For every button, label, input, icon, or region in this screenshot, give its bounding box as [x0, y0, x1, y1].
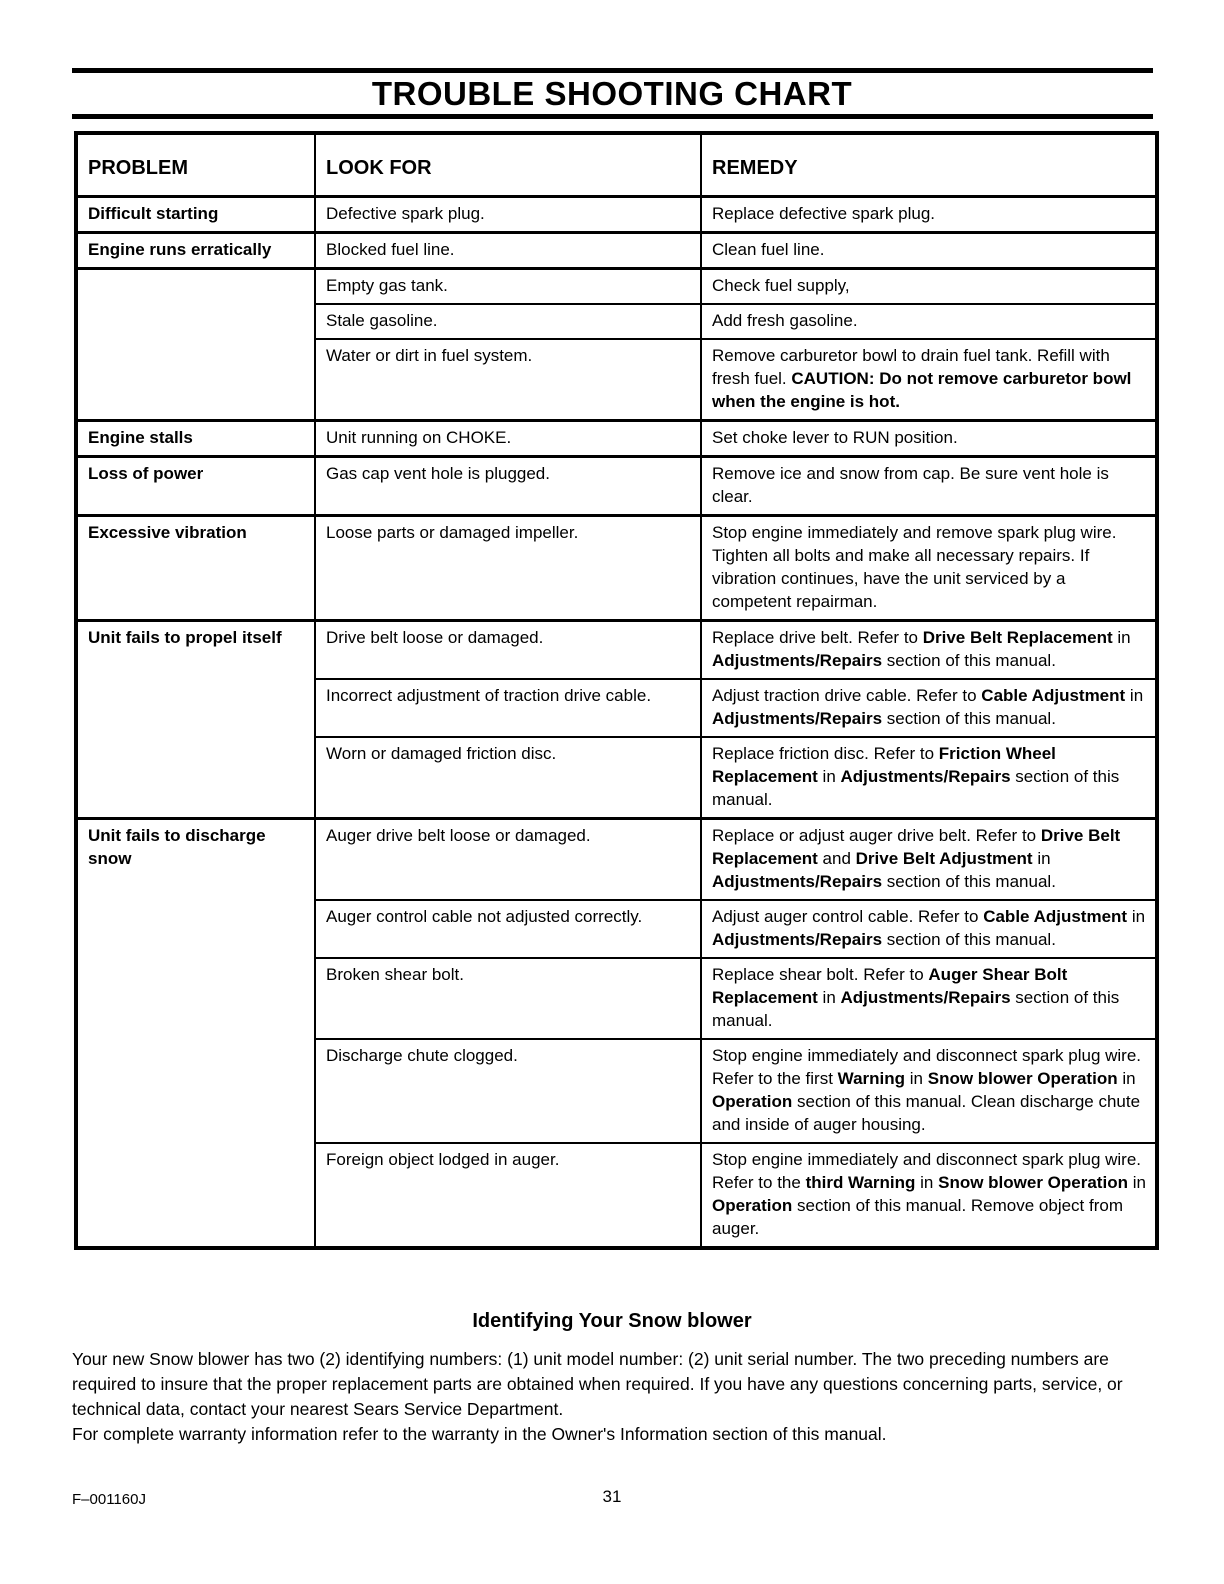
table-row: Difficult starting Defective spark plug. R…: [75, 194, 1158, 233]
remedy-cell: Replace drive belt. Refer to Drive Belt …: [700, 618, 1158, 680]
table-row: Loss of power Gas cap vent hole is plugge…: [75, 454, 1158, 516]
table-row: Foreign object lodged in auger. Stop engi…: [76, 1141, 1158, 1249]
remedy-cell: Replace shear bolt. Refer to Auger Shear…: [700, 956, 1158, 1040]
look-for-cell: Water or dirt in fuel system.: [314, 337, 702, 421]
table-row: Excessive vibration Loose parts or damage…: [75, 513, 1158, 621]
problem-cell: [75, 266, 316, 421]
look-for-cell: Auger drive belt loose or damaged.: [314, 816, 702, 901]
look-for-cell: Foreign object lodged in auger.: [314, 1141, 702, 1249]
table-row: Worn or damaged friction disc. Replace fr…: [76, 735, 1158, 819]
remedy-cell: Adjust traction drive cable. Refer to Ca…: [700, 677, 1158, 738]
problem-cell: Excessive vibration: [75, 513, 316, 621]
table-row: Broken shear bolt. Replace shear bolt. Re…: [76, 956, 1158, 1040]
remedy-cell: Adjust auger control cable. Refer to Cab…: [700, 898, 1158, 959]
look-for-cell: Empty gas tank.: [314, 266, 702, 305]
remedy-cell: Clean fuel line.: [700, 230, 1158, 269]
look-for-cell: Gas cap vent hole is plugged.: [314, 454, 702, 516]
remedy-cell: Replace friction disc. Refer to Friction…: [700, 735, 1158, 819]
remedy-cell: Remove ice and snow from cap. Be sure ve…: [700, 454, 1158, 516]
look-for-cell: Unit running on CHOKE.: [314, 418, 702, 457]
remedy-cell: Check fuel supply,: [700, 266, 1158, 305]
identify-paragraph: Your new Snow blower has two (2) identif…: [72, 1348, 1123, 1419]
table-row: Unit fails to propel itself Drive belt lo…: [75, 618, 1158, 819]
remedy-cell: Stop engine immediately and remove spark…: [700, 513, 1158, 621]
table-row: Engine runs erratically Blocked fuel line…: [75, 230, 1158, 269]
table-row: Incorrect adjustment of traction drive c…: [76, 677, 1158, 738]
remedy-cell: Remove carburetor bowl to drain fuel tan…: [700, 337, 1158, 421]
document-code: F–001160J: [72, 1491, 146, 1508]
look-for-cell: Defective spark plug.: [314, 194, 702, 233]
look-for-cell: Blocked fuel line.: [314, 230, 702, 269]
table-row: Unit fails to discharge snow Auger drive …: [75, 816, 1158, 1249]
table-row: Engine stalls Unit running on CHOKE. Set c…: [75, 418, 1158, 457]
remedy-cell: Stop engine immediately and disconnect s…: [700, 1141, 1158, 1249]
problem-cell: Engine stalls: [75, 418, 316, 457]
title-rule-top: [72, 68, 1153, 73]
column-header-problem: PROBLEM: [75, 132, 316, 198]
troubleshooting-table-body: Difficult starting Defective spark plug. R…: [75, 194, 1158, 1249]
remedy-cell: Set choke lever to RUN position.: [700, 418, 1158, 457]
table-row: Auger control cable not adjusted correct…: [76, 898, 1158, 959]
page-number: 31: [602, 1487, 622, 1506]
problem-cell: Unit fails to discharge snow: [75, 816, 316, 1249]
look-for-cell: Discharge chute clogged.: [314, 1037, 702, 1144]
warranty-line: For complete warranty information refer …: [72, 1423, 887, 1444]
look-for-cell: Drive belt loose or damaged.: [314, 618, 702, 680]
problem-cell: Loss of power: [75, 454, 316, 516]
column-header-look-for: LOOK FOR: [314, 132, 702, 198]
troubleshooting-table: PROBLEM LOOK FOR REMEDY Difficult starti…: [74, 131, 1159, 1250]
look-for-cell: Auger control cable not adjusted correct…: [314, 898, 702, 959]
column-header-remedy: REMEDY: [700, 132, 1158, 198]
table-row: Empty gas tank. Check fuel supply,: [75, 266, 1158, 421]
problem-cell: Difficult starting: [75, 194, 316, 233]
table-row: Water or dirt in fuel system. Remove carb…: [76, 337, 1158, 421]
remedy-cell: Add fresh gasoline.: [700, 302, 1158, 340]
remedy-cell: Replace or adjust auger drive belt. Refe…: [700, 816, 1158, 901]
title-rule-bottom: [72, 114, 1153, 119]
look-for-cell: Broken shear bolt.: [314, 956, 702, 1040]
remedy-cell: Stop engine immediately and disconnect s…: [700, 1037, 1158, 1144]
problem-cell: Unit fails to propel itself: [75, 618, 316, 819]
page-footer: F–001160J 31: [0, 1487, 1224, 1511]
table-row: Discharge chute clogged. Stop engine imme…: [76, 1037, 1158, 1144]
problem-cell: Engine runs erratically: [75, 230, 316, 269]
remedy-cell: Replace defective spark plug.: [700, 194, 1158, 233]
table-row: Stale gasoline. Add fresh gasoline.: [76, 302, 1158, 340]
look-for-cell: Stale gasoline.: [314, 302, 702, 340]
page-title: TROUBLE SHOOTING CHART: [371, 75, 853, 112]
identify-section-heading: Identifying Your Snow blower: [472, 1309, 752, 1332]
look-for-cell: Worn or damaged friction disc.: [314, 735, 702, 819]
table-header-row: PROBLEM LOOK FOR REMEDY: [75, 132, 1158, 198]
look-for-cell: Incorrect adjustment of traction drive c…: [314, 677, 702, 738]
look-for-cell: Loose parts or damaged impeller.: [314, 513, 702, 621]
